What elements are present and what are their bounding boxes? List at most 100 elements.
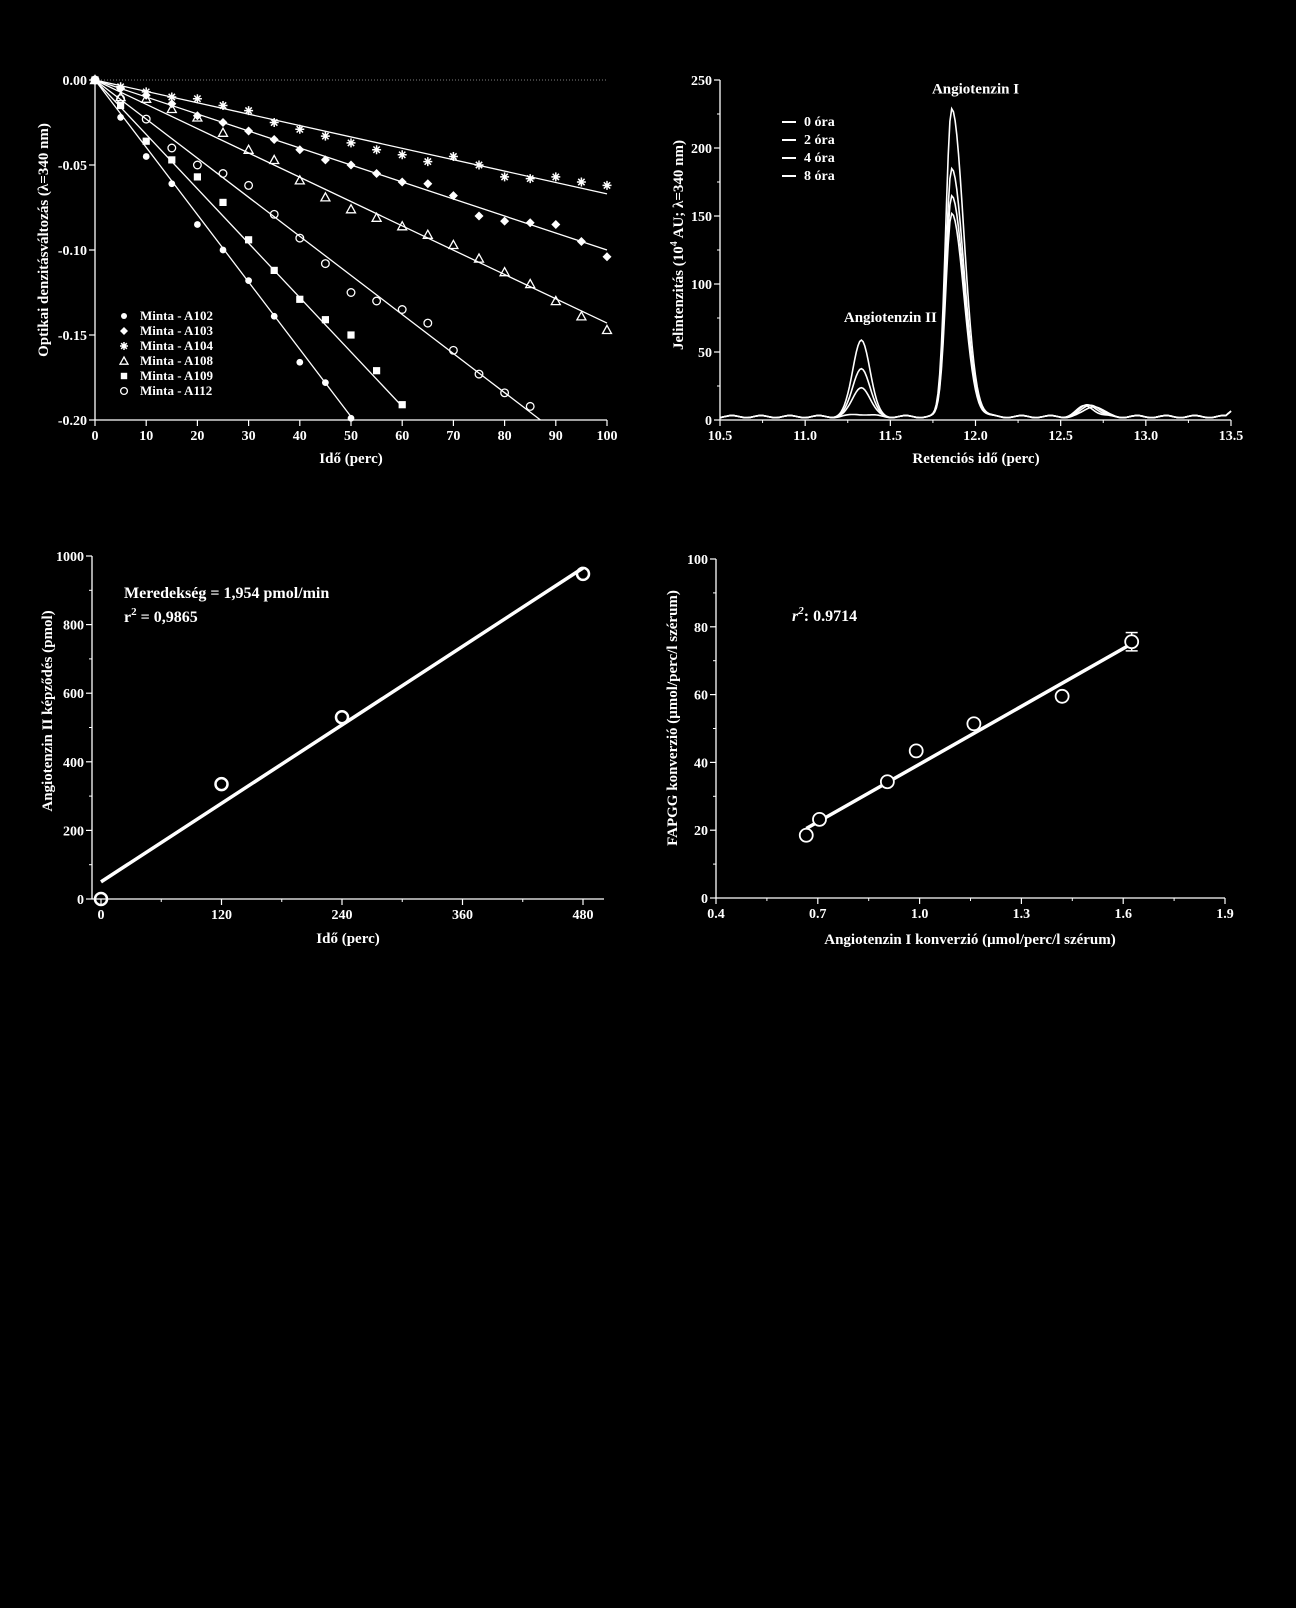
p4-xlabel: Angiotenzin I konverzió (μmol/perc/l szé…: [824, 932, 1116, 948]
p0-point: [219, 198, 227, 206]
p2-xlabel: Retenciós idő (perc): [912, 451, 1039, 467]
p0-fit-line: [94, 79, 608, 324]
p0-point: [142, 153, 150, 160]
p2-y-tick-label: 800: [63, 619, 84, 634]
p2-x-tick-label: 0: [98, 908, 105, 923]
p4-r: r: [792, 608, 799, 625]
p2-x-tick-label: 480: [573, 908, 594, 923]
p3-y-tick-label: 0: [701, 892, 708, 907]
p0-legend-marker: [118, 355, 130, 365]
p3-x-tick-label: 1.0: [911, 907, 929, 922]
p1-x-tick-label: 11.5: [878, 429, 902, 444]
p0-point: [269, 209, 279, 219]
p0-point: [245, 277, 252, 284]
p3-annotation-r2: r2 = 0,9865: [124, 606, 198, 626]
p1-x-tick-label: 10.5: [708, 429, 733, 444]
p0-point: [474, 160, 484, 170]
p1-legend-label: 8 óra: [804, 169, 835, 184]
p0-point: [270, 266, 278, 274]
p0-point: [167, 92, 177, 102]
p0-point: [244, 106, 254, 116]
p0-point: [140, 92, 152, 103]
p0-point: [191, 111, 204, 122]
p0-point: [372, 169, 382, 178]
p0-legend-label: Minta - A104: [140, 338, 213, 353]
p0-point: [192, 160, 202, 170]
p0-point: [474, 369, 484, 379]
p0-point: [448, 152, 458, 161]
p0-x-tick-label: 20: [190, 429, 204, 444]
p2-x-tick-label: 240: [332, 908, 353, 923]
p3-x-tick-label: 0.4: [707, 907, 725, 922]
p0-point: [141, 87, 151, 97]
p3-r-value: = 0,9865: [137, 609, 198, 626]
p0-point: [347, 414, 355, 422]
p0-point: [166, 103, 178, 114]
p0-point: [114, 91, 127, 102]
p2-point: [93, 891, 109, 907]
p0-point: [498, 266, 511, 277]
p0-point: [602, 252, 612, 262]
p0-y-tick-label: -0.15: [58, 329, 87, 344]
p1-annotation: Angiotenzin I: [932, 82, 1019, 98]
p0-point: [373, 367, 381, 375]
p0-point: [575, 310, 588, 321]
p0-point: [602, 180, 612, 190]
p0-point: [268, 154, 280, 165]
chromatogram-panel: Jelintenzitás (104 AU; λ=340 nm) Retenci…: [669, 74, 1243, 467]
p1-x-tick-label: 13.5: [1219, 429, 1244, 444]
p0-point: [447, 239, 460, 250]
p3-x-tick-label: 1.9: [1216, 907, 1234, 922]
p2-point: [575, 566, 591, 582]
p0-point: [370, 211, 383, 222]
p0-point: [269, 135, 279, 144]
p0-point: [245, 236, 253, 244]
p4-r-sup: 2: [797, 605, 804, 617]
p1-y-tick-label: 100: [691, 278, 712, 293]
p0-point: [194, 221, 201, 228]
p0-y-tick-label: -0.20: [58, 414, 87, 429]
p0-point: [269, 118, 279, 127]
p0-point: [294, 174, 306, 185]
p1-legend-label: 4 óra: [804, 151, 835, 166]
p1-x-tick-label: 12.5: [1048, 429, 1073, 444]
p0-fit-line: [94, 79, 608, 195]
p0-point: [167, 143, 177, 153]
p3-y-tick-label: 80: [694, 621, 708, 636]
p0-point: [90, 75, 100, 85]
p2-y-tick-label: 600: [63, 687, 84, 702]
p0-y-tick-label: 0.00: [63, 74, 88, 89]
p0-point: [500, 388, 510, 398]
p3-xlabel: Idő (perc): [316, 931, 379, 947]
p3-ylabel: Angiotenzin II képződés (pmol): [40, 610, 56, 811]
p2-point: [214, 776, 229, 792]
p0-point: [525, 401, 535, 411]
p1-ylabel: Optikai denzitásváltozás (λ=340 nm): [36, 123, 52, 357]
p1-y-tick-label: 250: [691, 74, 712, 89]
p0-point: [219, 246, 227, 254]
p1-legend-label: 2 óra: [804, 133, 835, 148]
p0-point: [193, 173, 201, 181]
p0-x-tick-label: 30: [242, 429, 256, 444]
p0-y-tick-label: -0.05: [58, 159, 87, 174]
p0-point: [319, 191, 332, 202]
p0-point: [397, 150, 407, 160]
p2-x-tick-label: 120: [211, 908, 232, 923]
p0-legend-label: Minta - A102: [140, 308, 213, 323]
p0-point: [270, 312, 278, 320]
p3-y-tick-label: 40: [694, 756, 708, 771]
p2-point: [334, 709, 350, 725]
p0-point: [192, 94, 202, 104]
p0-point: [576, 177, 586, 187]
p2-y-tick-label: 0: [77, 893, 84, 908]
p4-annotation-r2: r2: 0.9714: [792, 605, 857, 625]
p1-y-tick-label: 0: [705, 414, 712, 429]
p1-xlabel: Idő (perc): [319, 451, 382, 467]
ang2-formation-panel: Angiotenzin II képződés (pmol) Idő (perc…: [40, 550, 604, 947]
p0-point: [551, 172, 561, 182]
p3-r-sup: 2: [131, 606, 137, 618]
p0-point: [322, 379, 329, 386]
p3-y-tick-label: 100: [687, 553, 708, 568]
p0-point: [116, 94, 126, 104]
p0-point: [423, 318, 433, 328]
